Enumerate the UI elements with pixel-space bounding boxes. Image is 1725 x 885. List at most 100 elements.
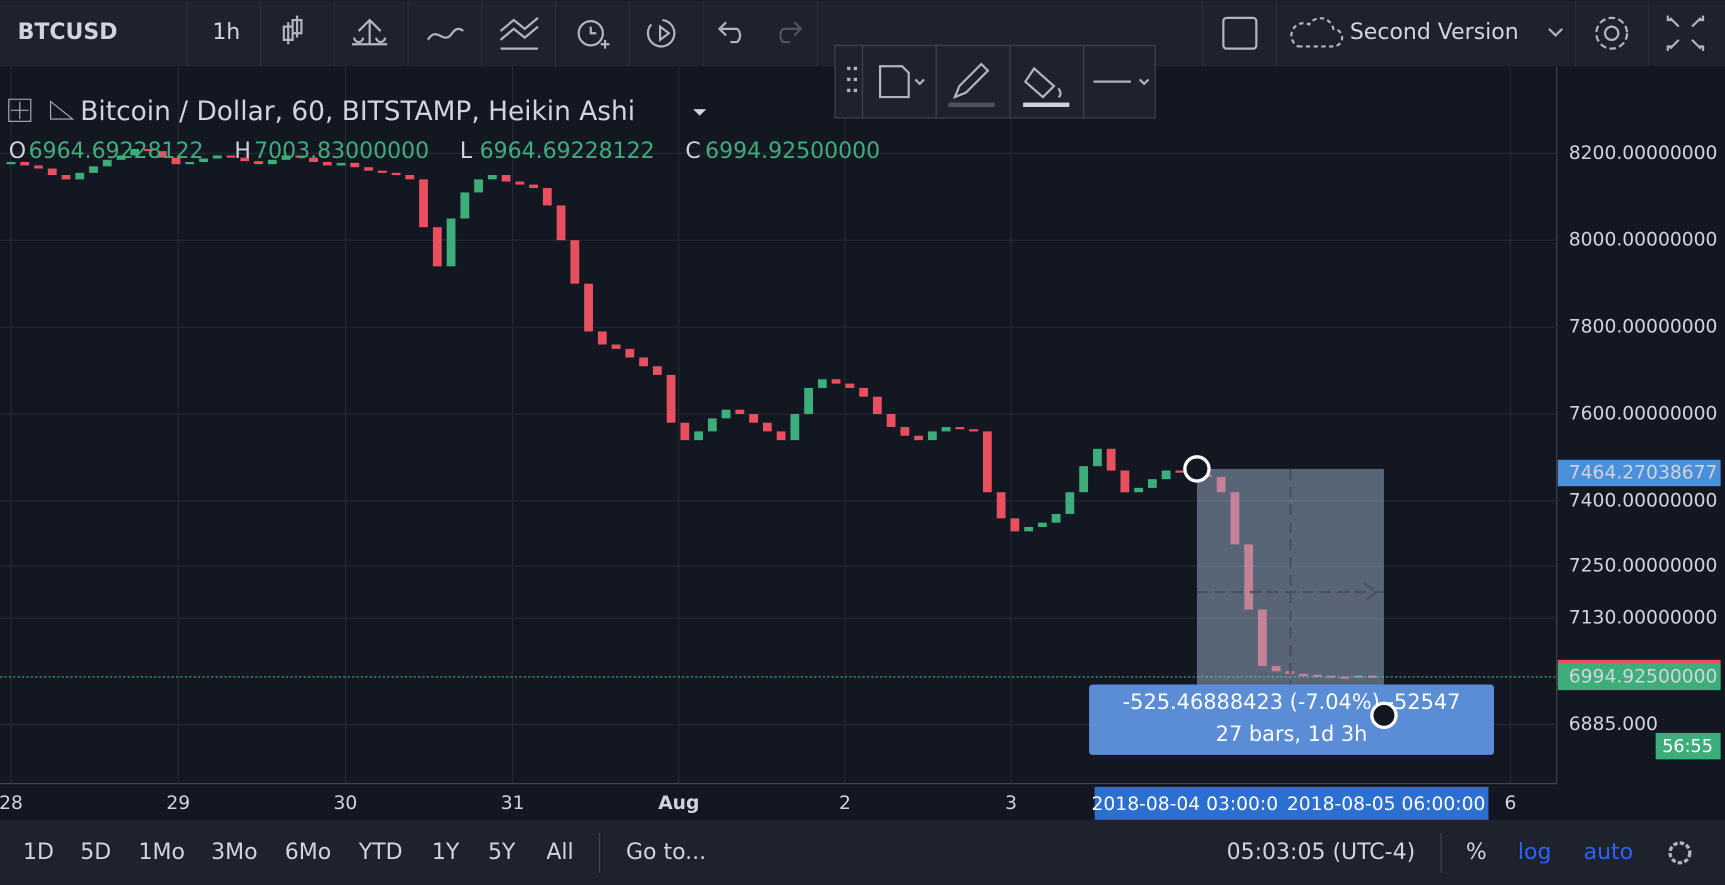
- scale-option[interactable]: auto: [1584, 840, 1634, 865]
- candle-body: [831, 379, 841, 384]
- symbol[interactable]: BTCUSD: [18, 20, 118, 45]
- candle-body: [1079, 466, 1089, 493]
- time-label: 31: [501, 793, 525, 814]
- ohlc-key: L: [460, 139, 473, 164]
- candle-body: [157, 151, 167, 158]
- price-label: 7800.00000000: [1569, 317, 1718, 338]
- countdown: 56:55: [1662, 737, 1713, 757]
- range-button[interactable]: YTD: [358, 840, 403, 865]
- time-label: 2: [839, 793, 851, 814]
- scale-option[interactable]: %: [1466, 840, 1487, 865]
- candle-body: [295, 155, 305, 158]
- candle-body: [350, 162, 360, 168]
- candle-body: [735, 409, 745, 415]
- candle-body: [144, 148, 153, 152]
- candle-body: [749, 414, 758, 423]
- price-marker: [1557, 663, 1721, 691]
- drawing-toolbar[interactable]: [834, 44, 1156, 119]
- candle-body: [47, 168, 57, 176]
- price-label: 7130.00000000: [1569, 608, 1718, 629]
- candle-body: [845, 383, 855, 388]
- measure-tooltip: [1089, 684, 1494, 755]
- candle-body: [226, 155, 236, 158]
- candle-body: [130, 148, 140, 156]
- candle-body: [982, 431, 992, 493]
- candle-body: [804, 387, 813, 415]
- measure-crosshair: [1196, 468, 1384, 716]
- candle-body: [955, 427, 965, 430]
- range-button[interactable]: All: [546, 840, 573, 865]
- candle-body: [652, 366, 662, 375]
- candle-body: [969, 429, 979, 432]
- candle-body: [391, 172, 401, 176]
- candle-body: [1147, 479, 1157, 488]
- range-highlight: [1094, 786, 1489, 820]
- candle-body: [1175, 470, 1185, 473]
- candle-body: [790, 414, 800, 441]
- candle-body: [680, 422, 690, 441]
- settings-icon[interactable]: [1668, 841, 1692, 865]
- candle-body: [707, 418, 717, 432]
- interval[interactable]: 1h: [212, 20, 240, 45]
- candle-body: [927, 431, 937, 441]
- ohlc-value: 6964.69228122: [29, 139, 204, 164]
- candle-body: [570, 240, 580, 284]
- candle-body: [900, 427, 910, 436]
- candle-body: [1065, 492, 1075, 514]
- candle-body: [185, 161, 195, 165]
- candle-body: [556, 205, 566, 241]
- candle-body: [254, 161, 263, 165]
- legend-title: Bitcoin / Dollar, 60, BITSTAMP, Heikin A…: [80, 96, 635, 127]
- range-button[interactable]: 6Mo: [285, 840, 331, 865]
- measure-handle[interactable]: [1370, 701, 1398, 730]
- ohlc-key: H: [234, 139, 251, 164]
- candle-body: [611, 344, 621, 349]
- candle-body: [1134, 487, 1144, 493]
- candle-body: [487, 175, 497, 180]
- range-button[interactable]: 1Y: [432, 840, 460, 865]
- range-button[interactable]: 1D: [23, 840, 54, 865]
- candle-body: [1106, 448, 1116, 471]
- candle-body: [625, 348, 635, 358]
- candle-body: [996, 492, 1006, 519]
- candle-body: [460, 192, 470, 219]
- range-button[interactable]: 5Y: [488, 840, 516, 865]
- range-button[interactable]: 5D: [80, 840, 111, 865]
- time-label: 6: [1505, 793, 1517, 814]
- countdown-bg: [1655, 732, 1721, 760]
- time-label: Aug: [658, 793, 699, 814]
- candle-body: [20, 161, 30, 166]
- candle-body: [1161, 470, 1171, 480]
- candle-body: [199, 158, 208, 162]
- time-label: 3: [1005, 793, 1017, 814]
- measure-bars: 27 bars, 1d 3h: [1216, 722, 1368, 746]
- range-button[interactable]: 1Mo: [138, 840, 184, 865]
- measure-handle[interactable]: [1183, 455, 1211, 483]
- price-label: 7250.00000000: [1569, 556, 1718, 577]
- layout-name[interactable]: Second Version: [1350, 20, 1519, 45]
- legend-icons[interactable]: [8, 98, 75, 122]
- candle-body: [281, 155, 291, 160]
- candle-body: [886, 414, 896, 428]
- ohlc-value: 6994.92500000: [705, 139, 880, 164]
- candle-body: [542, 188, 552, 206]
- candle-body: [240, 157, 250, 162]
- ohlc-key: C: [685, 139, 700, 164]
- candle-body: [6, 161, 16, 165]
- scale-option[interactable]: log: [1518, 840, 1552, 865]
- candle-body: [1024, 526, 1034, 532]
- candle-body: [1037, 522, 1047, 527]
- candle-body: [817, 379, 827, 388]
- goto[interactable]: Go to...: [626, 840, 706, 865]
- price-label: 8200.00000000: [1569, 143, 1718, 164]
- price-marker-label: 6994.92500000: [1569, 666, 1718, 687]
- candle-body: [584, 283, 593, 332]
- range-button[interactable]: 3Mo: [211, 840, 257, 865]
- toolbar-icons[interactable]: [282, 15, 1705, 51]
- candle-body: [309, 157, 318, 162]
- legend-caret[interactable]: [693, 109, 707, 116]
- candle-body: [102, 159, 112, 167]
- candle-body: [721, 409, 731, 419]
